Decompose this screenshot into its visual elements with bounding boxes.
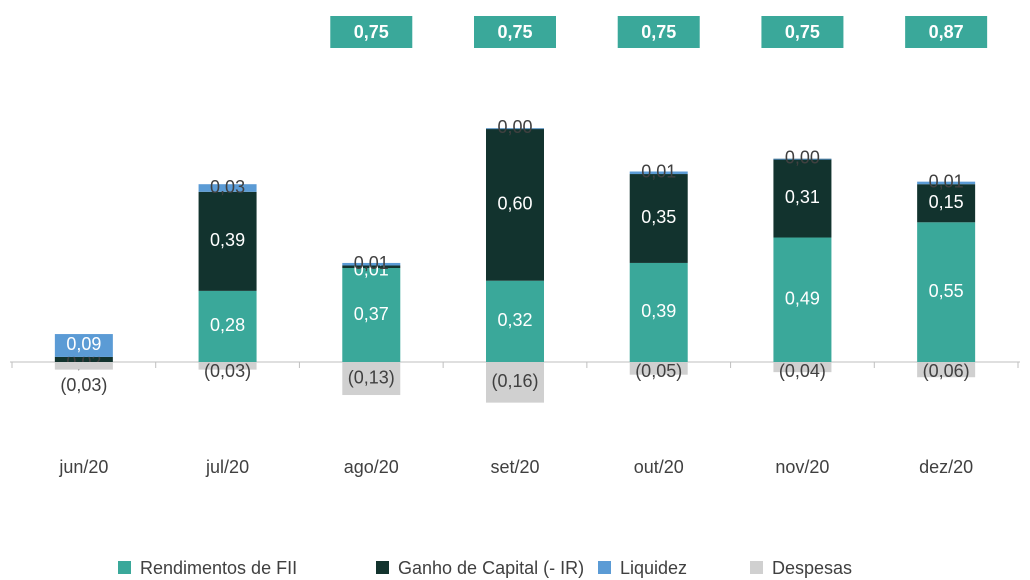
data-label: 0,49 [785,289,820,309]
total-box [905,16,988,48]
data-label: 0,15 [929,192,964,212]
total-label: 0,75 [497,22,532,42]
bar-segment [54,334,113,357]
data-label: 0,31 [785,187,820,207]
bar-segment [629,174,688,263]
x-tick-label: out/20 [634,457,684,477]
bar-segment [486,362,544,403]
total-box [617,16,700,48]
bar-segment [342,262,401,266]
bar-segment [773,237,832,362]
bar-segment [629,262,688,362]
bar-segment [198,184,257,192]
data-label: 0,55 [929,281,964,301]
legend-swatch [750,561,763,574]
x-tick-label: nov/20 [775,457,829,477]
x-tick-label: jul/20 [205,457,249,477]
data-label: 0,01 [354,253,389,273]
bar-segment [917,362,976,378]
total-label: 0,75 [354,22,389,42]
bar-segment [773,158,832,160]
legend-swatch [118,561,131,574]
bar-segment [629,362,688,375]
x-tick-label: dez/20 [919,457,973,477]
data-label: 0,32 [497,310,532,330]
x-tick-label: jun/20 [58,457,108,477]
bar-segment [198,362,257,370]
bar-segment [54,362,113,370]
bar-segment [198,290,257,362]
bar-segment [773,362,832,373]
data-label: (0,16) [491,371,538,391]
legend-label: Ganho de Capital (- IR) [398,558,584,578]
data-label: 0,01 [641,162,676,182]
data-label: (0,03) [60,375,107,395]
total-label: 0,87 [929,22,964,42]
bar-segment [917,184,976,223]
total-box [330,16,413,48]
data-label: (0,05) [635,361,682,381]
legend-swatch [598,561,611,574]
data-label: (0,03) [204,361,251,381]
data-label: 0,03 [210,177,245,197]
bar-segment [198,191,257,291]
legend-swatch [376,561,389,574]
bar-segment [486,128,544,130]
data-label: 0,00 [497,117,532,137]
legend-label: Rendimentos de FII [140,558,297,578]
bar-segment [773,158,832,238]
total-label: 0,75 [641,22,676,42]
x-tick-label: set/20 [490,457,539,477]
data-label: (0,04) [779,361,826,381]
bar-segment [629,171,688,175]
total-label: 0,75 [785,22,820,42]
legend-label: Liquidez [620,558,687,578]
total-box [474,16,556,48]
data-label: 0,09 [66,334,101,354]
data-label: 0,39 [210,230,245,250]
bar-segment [486,280,544,362]
x-tick-label: ago/20 [344,457,399,477]
bar-segment [54,356,113,362]
data-label: 0,01 [929,172,964,192]
bar-segment [342,265,401,269]
data-label: 0,60 [497,193,532,213]
data-label: 0,00 [785,148,820,168]
total-box [761,16,844,48]
bar-segment [342,362,401,396]
data-label: 0,35 [641,207,676,227]
data-label: (0,06) [923,361,970,381]
legend-label: Despesas [772,558,852,578]
bar-segment [486,128,544,281]
data-label: 0,39 [641,301,676,321]
bar-segment [342,268,401,362]
bar-segment [917,222,976,362]
data-label: 0,37 [354,304,389,324]
bar-segment [917,181,976,185]
data-label: 0,28 [210,315,245,335]
data-label: (0,13) [348,367,395,387]
